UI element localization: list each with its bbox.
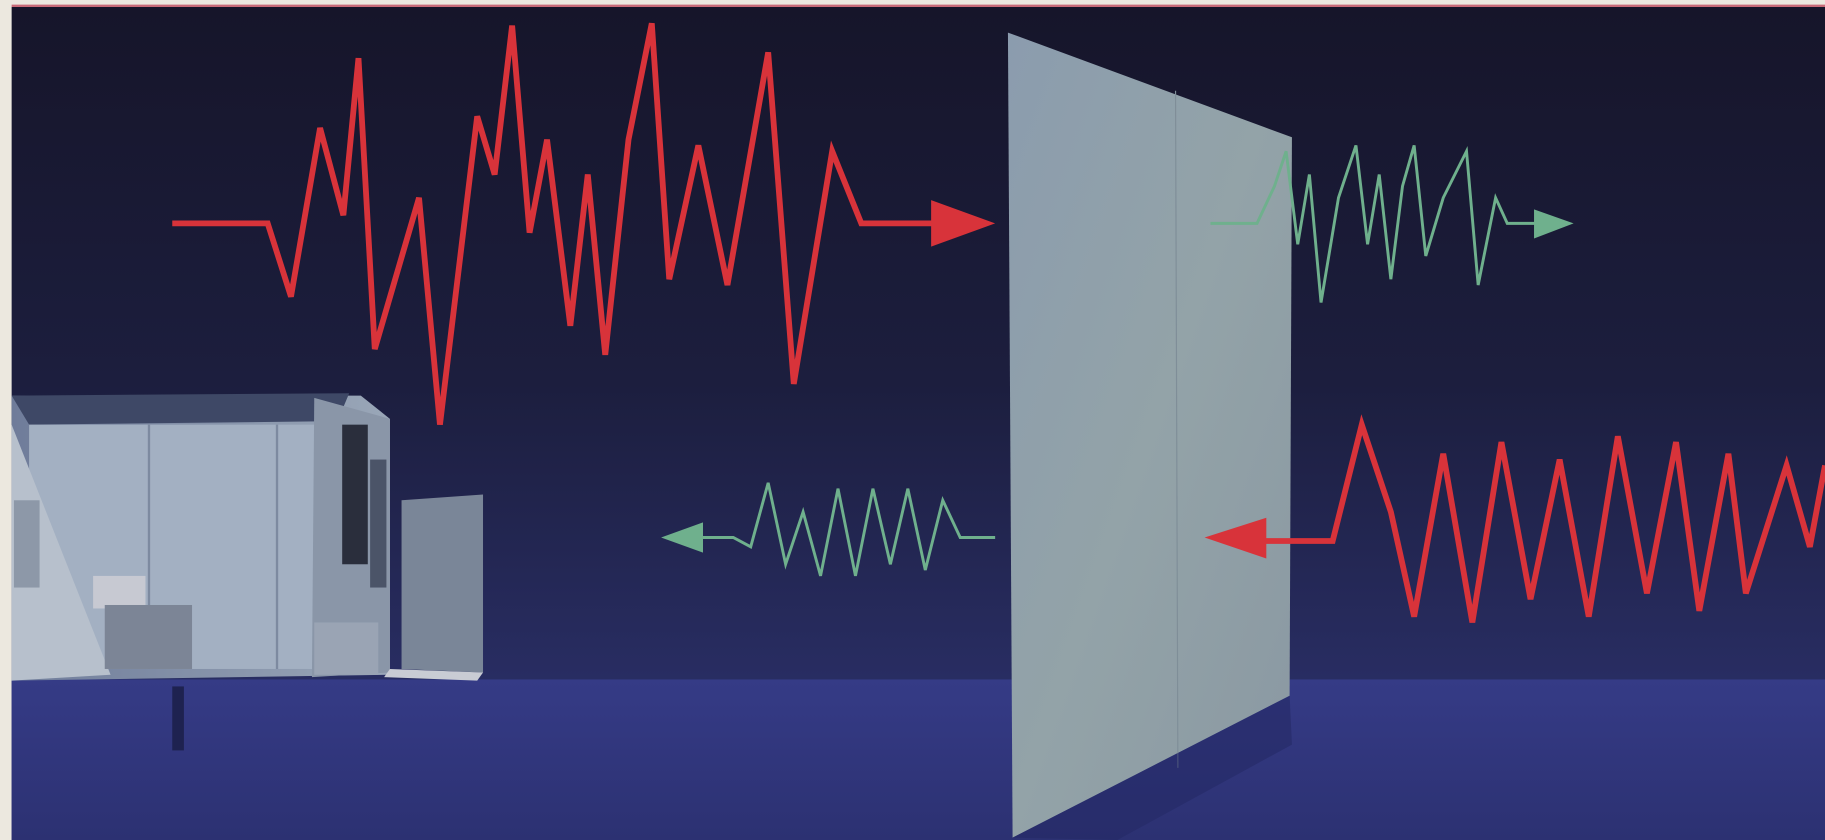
wall-seam <box>1174 90 1179 768</box>
wall-shadow <box>1012 695 1292 840</box>
shield-wall <box>1007 32 1292 838</box>
incident-wave <box>1204 414 1825 623</box>
incident-wave <box>172 22 996 426</box>
transmitted-wave <box>661 482 996 577</box>
transmitted-wave <box>1210 144 1574 303</box>
floor <box>11 679 1825 840</box>
shielded-room <box>11 393 484 751</box>
